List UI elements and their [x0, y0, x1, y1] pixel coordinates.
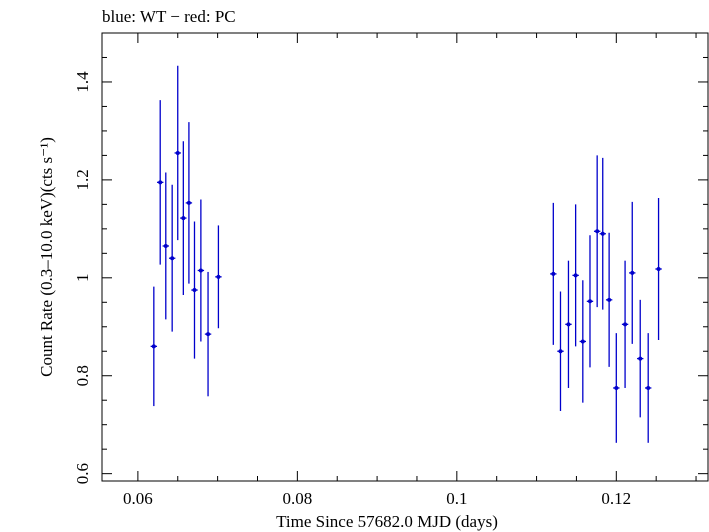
x-axis-ticks: 0.06 0.08 0.1 0.12	[123, 33, 697, 508]
plot-frame	[101, 32, 709, 482]
point-marker	[198, 268, 203, 273]
point-marker	[551, 271, 556, 276]
point-marker	[175, 150, 180, 155]
y-axis-ticks: 0.6 0.8 1 1.2 1.4	[73, 32, 708, 484]
point-marker	[573, 273, 578, 278]
point-marker	[566, 322, 571, 327]
data-point	[599, 157, 606, 310]
y-tick-label: 0.6	[73, 463, 92, 484]
data-point	[150, 286, 158, 407]
data-point	[557, 291, 564, 411]
x-tick-label: 0.06	[123, 489, 153, 508]
data-point	[168, 184, 176, 332]
point-marker	[206, 332, 211, 337]
y-tick-label: 1.2	[73, 169, 92, 190]
data-points	[150, 65, 662, 443]
x-tick-label: 0.12	[601, 489, 631, 508]
data-point	[197, 199, 205, 342]
point-marker	[558, 349, 563, 354]
point-marker	[580, 339, 585, 344]
point-marker	[595, 229, 600, 234]
data-point	[162, 172, 169, 320]
y-tick-label: 1	[73, 274, 92, 283]
data-point	[645, 333, 652, 443]
data-point	[157, 100, 164, 265]
data-point	[629, 201, 636, 344]
data-point	[565, 260, 572, 388]
point-marker	[607, 297, 612, 302]
point-marker	[192, 288, 197, 293]
data-point	[191, 221, 198, 359]
point-marker	[151, 344, 156, 349]
point-marker	[614, 385, 619, 390]
point-marker	[630, 270, 635, 275]
point-marker	[181, 216, 186, 221]
point-marker	[623, 322, 628, 327]
data-point	[185, 122, 193, 284]
point-marker	[186, 200, 191, 205]
point-marker	[170, 256, 175, 261]
data-point	[605, 232, 613, 367]
x-tick-label: 0.1	[446, 489, 467, 508]
y-tick-label: 1.4	[73, 71, 92, 93]
data-point	[593, 155, 601, 308]
data-point	[655, 198, 662, 340]
point-marker	[216, 274, 221, 279]
data-point	[180, 141, 187, 295]
y-axis-label: Count Rate (0.3–10.0 keV)(cts s⁻¹)	[37, 137, 56, 377]
data-point	[637, 299, 644, 418]
point-marker	[587, 299, 592, 304]
point-marker	[638, 356, 643, 361]
y-tick-label: 0.8	[73, 365, 92, 386]
data-point	[215, 225, 222, 329]
chart-title: blue: WT − red: PC	[102, 7, 236, 26]
point-marker	[656, 266, 661, 271]
data-point	[621, 260, 629, 388]
x-axis-label: Time Since 57682.0 MJD (days)	[276, 512, 498, 531]
point-marker	[646, 385, 651, 390]
data-point	[174, 65, 181, 241]
data-point	[550, 202, 557, 345]
data-point	[204, 271, 212, 397]
point-marker	[158, 180, 163, 185]
point-marker	[163, 243, 168, 248]
data-point	[579, 280, 587, 403]
point-marker	[600, 231, 605, 236]
data-point	[572, 204, 579, 347]
data-point	[586, 235, 594, 368]
data-point	[613, 333, 620, 443]
x-tick-label: 0.08	[282, 489, 312, 508]
